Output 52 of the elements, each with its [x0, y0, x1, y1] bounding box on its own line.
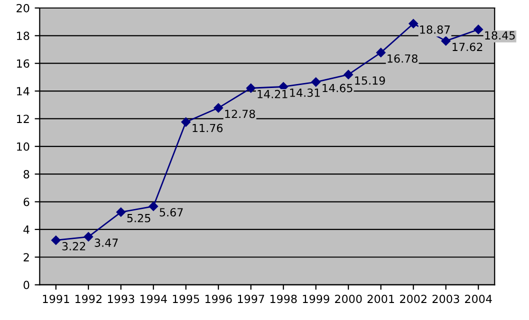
x-tick-label: 2001: [368, 294, 394, 304]
point: [84, 232, 94, 242]
y-tick-label: 12: [17, 114, 29, 123]
point: [441, 36, 450, 46]
point: [181, 117, 191, 127]
data-label: 3.47: [94, 238, 118, 247]
x-tick-label: 2004: [465, 294, 492, 304]
point: [408, 19, 418, 28]
x-tick-label: 2002: [400, 294, 426, 304]
x-tick-label: 2000: [335, 294, 362, 304]
y-tick-label: 16: [17, 59, 30, 68]
point: [116, 208, 126, 217]
data-label: 12.78: [225, 110, 256, 118]
data-label: 5.67: [160, 208, 183, 216]
x-tick-label: 1992: [76, 294, 102, 304]
y-tick-label: 20: [16, 4, 30, 12]
y-tick-label: 4: [23, 226, 30, 234]
data-label: 11.76: [192, 124, 223, 132]
y-tick-label: 0: [24, 280, 30, 290]
data-label: 14.31: [290, 88, 320, 97]
data-label: 18.87: [420, 25, 450, 34]
point: [474, 24, 483, 34]
point: [344, 70, 354, 80]
x-tick-label: 1994: [140, 294, 167, 304]
x-tick-label: 1999: [302, 294, 330, 304]
point: [246, 84, 256, 93]
data-label: 14.21: [258, 90, 288, 98]
data-label: 16.78: [388, 54, 418, 63]
x-tick-label: 1996: [205, 294, 232, 304]
x-tick-label: 1991: [43, 294, 70, 304]
y-tick-label: 8: [24, 170, 30, 178]
y-tick-label: 6: [24, 198, 30, 206]
point: [376, 48, 386, 58]
data-label: 15.19: [355, 76, 385, 85]
x-tick-label: 1998: [270, 294, 297, 304]
y-tick-label: 10: [17, 142, 30, 151]
point: [214, 103, 224, 113]
point: [311, 77, 321, 87]
x-tick-label: 2003: [432, 294, 460, 304]
y-tick-label: 18: [17, 32, 30, 40]
x-tick-label: 1995: [172, 294, 200, 304]
point: [51, 236, 61, 245]
x-tick-label: 1993: [108, 294, 134, 304]
point: [148, 202, 158, 211]
data-label: 14.65: [322, 84, 352, 92]
data-label: 18.45: [485, 31, 515, 40]
y-tick-label: 14: [17, 87, 30, 96]
data-label: 3.22: [62, 242, 86, 250]
data-label: 5.25: [127, 214, 150, 222]
y-tick-label: 2: [24, 253, 29, 262]
x-tick-label: 1997: [238, 294, 264, 304]
data-label: 17.62: [452, 42, 482, 52]
